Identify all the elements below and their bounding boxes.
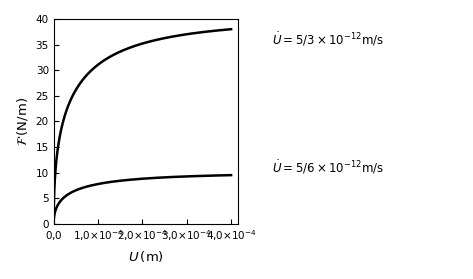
Y-axis label: $\mathcal{F}\,(\mathrm{N/m})$: $\mathcal{F}\,(\mathrm{N/m})$: [15, 97, 30, 146]
Text: $\dot{U} = 5/3 \times 10^{-12}\mathrm{m/s}$: $\dot{U} = 5/3 \times 10^{-12}\mathrm{m/…: [272, 30, 384, 48]
X-axis label: $U\,(\mathrm{m})$: $U\,(\mathrm{m})$: [128, 249, 164, 264]
Text: $\dot{U} = 5/6 \times 10^{-12}\mathrm{m/s}$: $\dot{U} = 5/6 \times 10^{-12}\mathrm{m/…: [272, 159, 384, 176]
